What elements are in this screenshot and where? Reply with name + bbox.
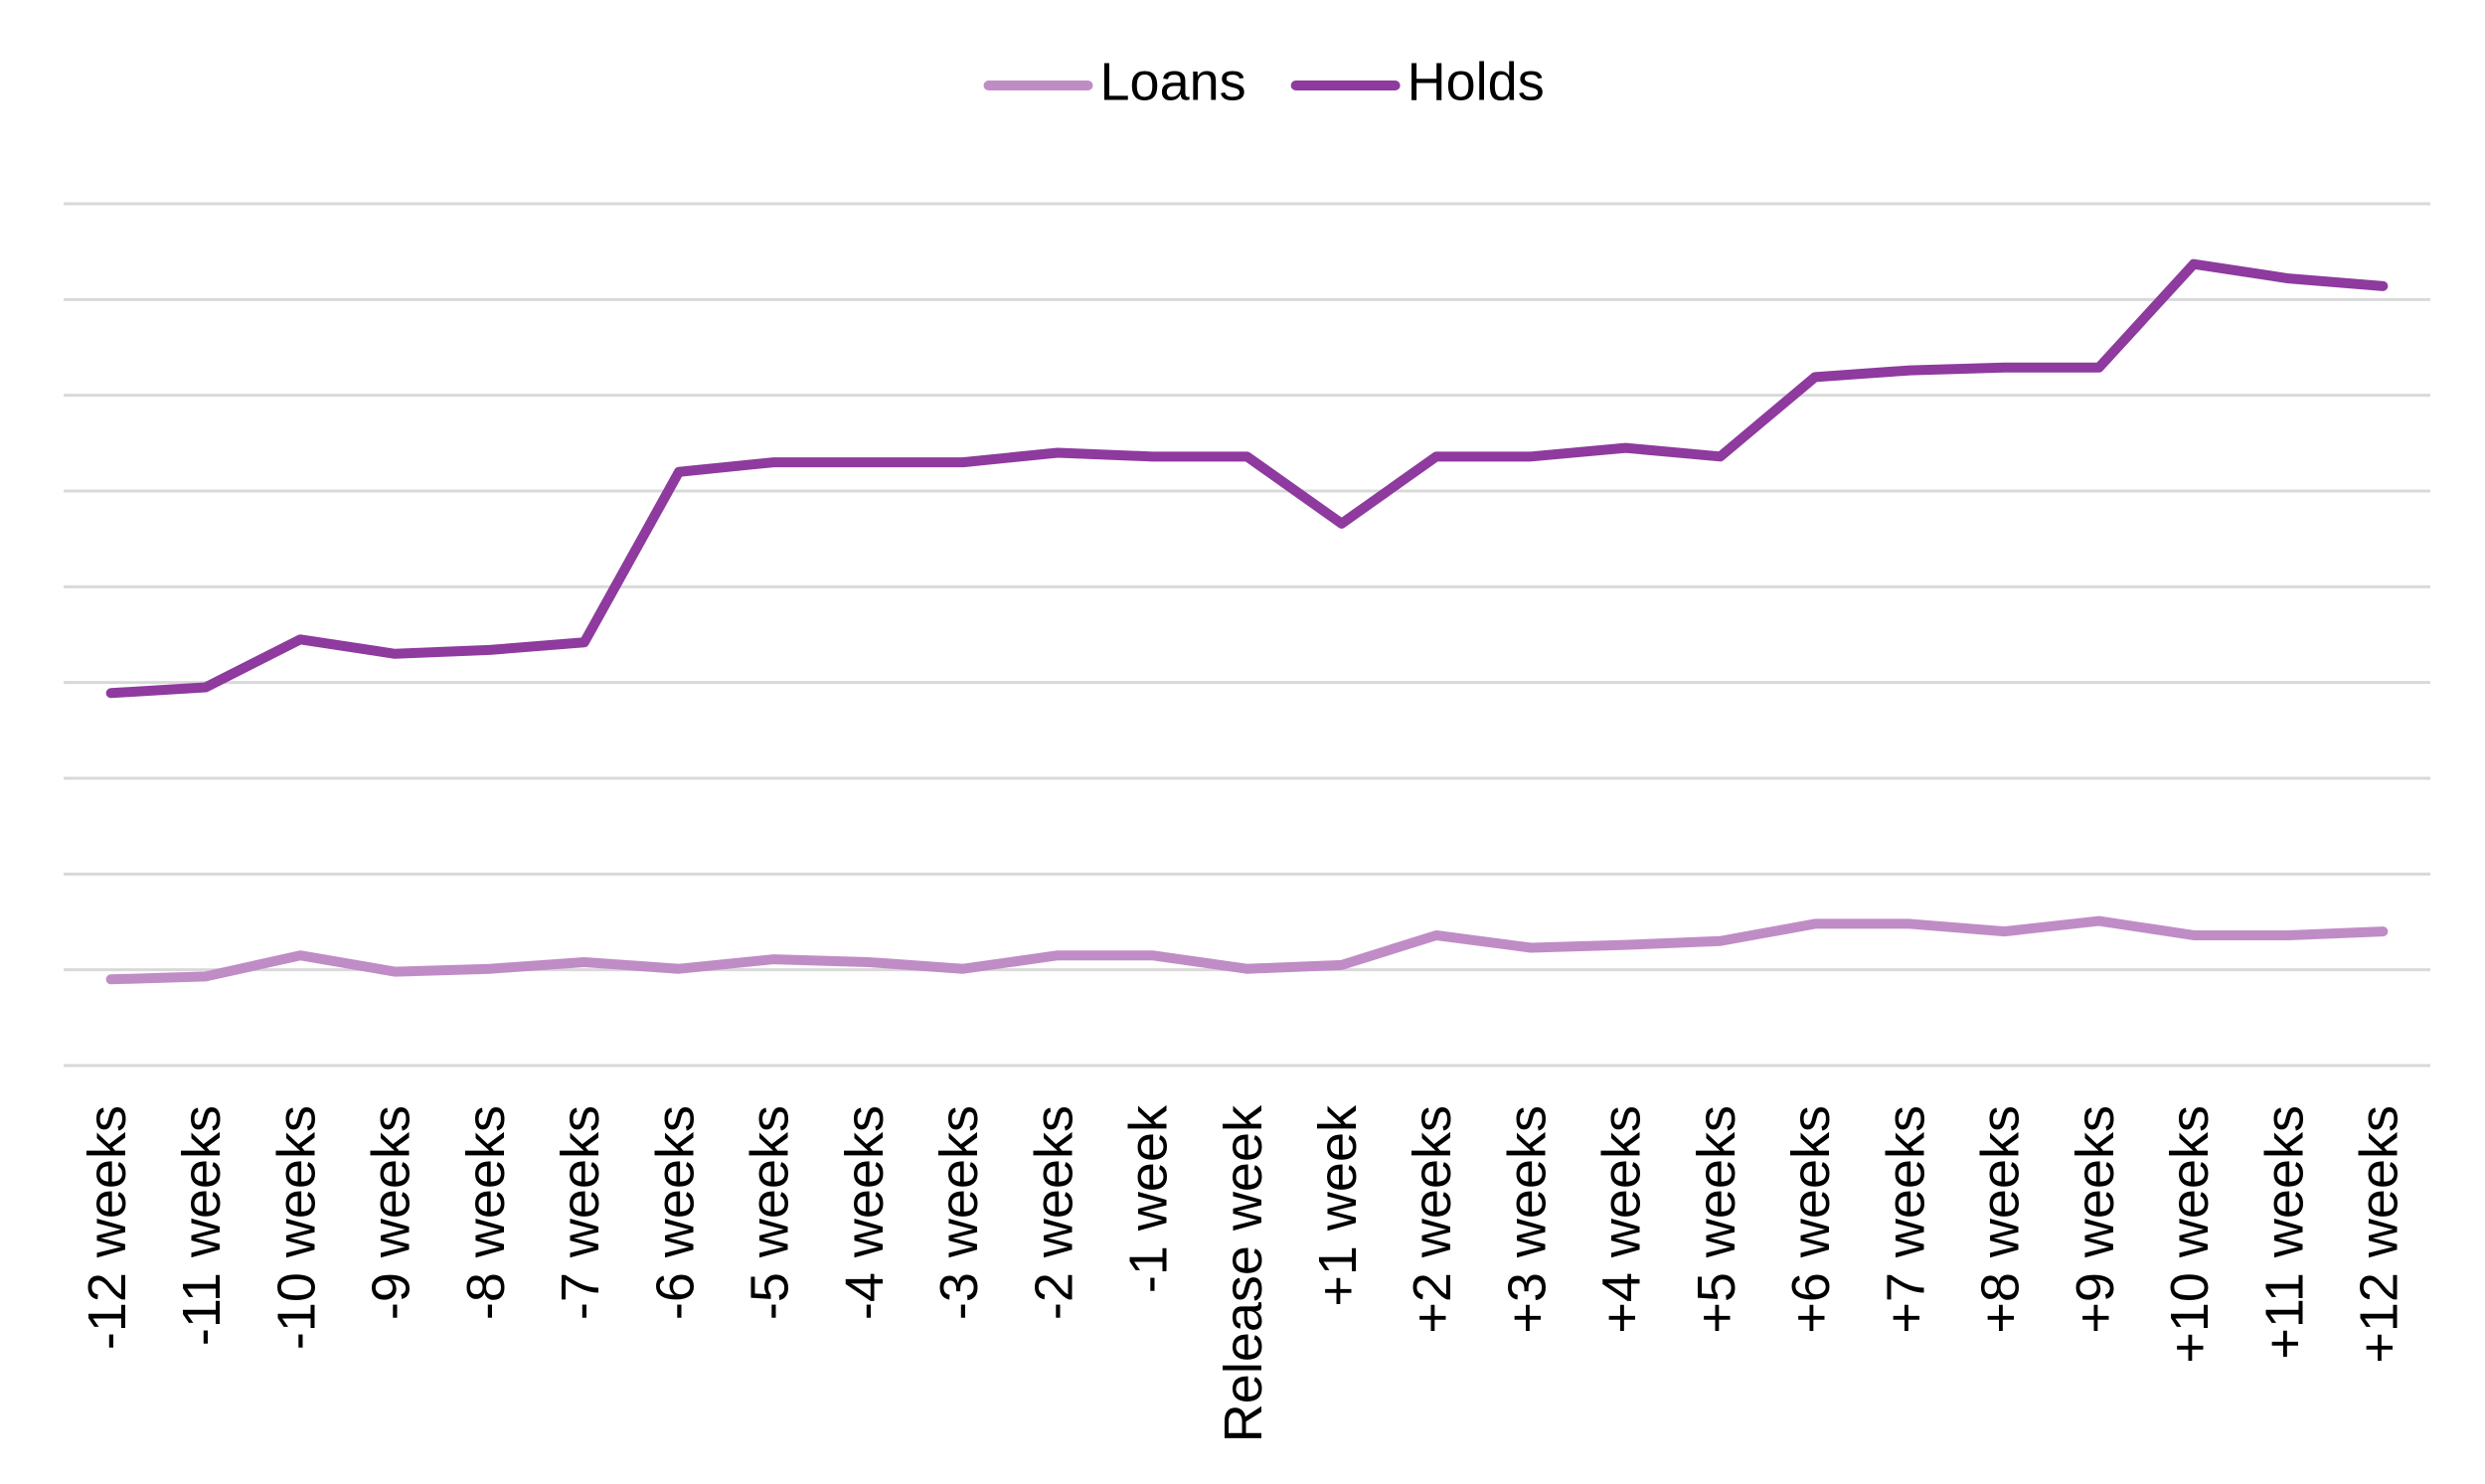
x-tick-label: -10 weeks (266, 1105, 326, 1350)
x-tick-label: +5 weeks (1687, 1105, 1746, 1334)
x-tick-label: -6 weeks (645, 1105, 705, 1320)
legend-label: Holds (1408, 52, 1545, 111)
x-tick-label: +9 weeks (2066, 1105, 2125, 1334)
x-tick-label: -3 weeks (929, 1105, 989, 1320)
x-tick-label: +10 weeks (2160, 1105, 2220, 1364)
x-tick-label: +1 week (1308, 1104, 1368, 1307)
x-tick-label: +3 weeks (1497, 1105, 1557, 1334)
x-tick-label: +4 weeks (1592, 1105, 1652, 1334)
x-tick-label: -8 weeks (456, 1105, 516, 1320)
x-tick-label: -12 weeks (78, 1105, 137, 1350)
x-tick-label: +6 weeks (1781, 1105, 1841, 1334)
x-tick-label: -7 weeks (551, 1105, 610, 1320)
line-series (105, 258, 2389, 699)
x-tick-label: -9 weeks (362, 1105, 421, 1320)
x-tick-label: -1 week (1119, 1104, 1179, 1293)
x-tick-label: -11 weeks (172, 1105, 232, 1346)
x-tick-label: -4 weeks (835, 1105, 895, 1320)
x-tick-label: Release week (1214, 1104, 1273, 1442)
x-tick-label: -5 weeks (741, 1105, 800, 1320)
line-series (105, 915, 2389, 985)
x-tick-label: -2 weeks (1024, 1105, 1083, 1320)
x-tick-label: +7 weeks (1876, 1105, 1935, 1334)
x-tick-label: +12 weeks (2350, 1105, 2409, 1364)
x-tick-label: +8 weeks (1971, 1105, 2031, 1334)
x-tick-label: +2 weeks (1403, 1105, 1462, 1334)
legend-label: Loans (1100, 52, 1246, 111)
x-tick-label: +11 weeks (2254, 1105, 2314, 1360)
